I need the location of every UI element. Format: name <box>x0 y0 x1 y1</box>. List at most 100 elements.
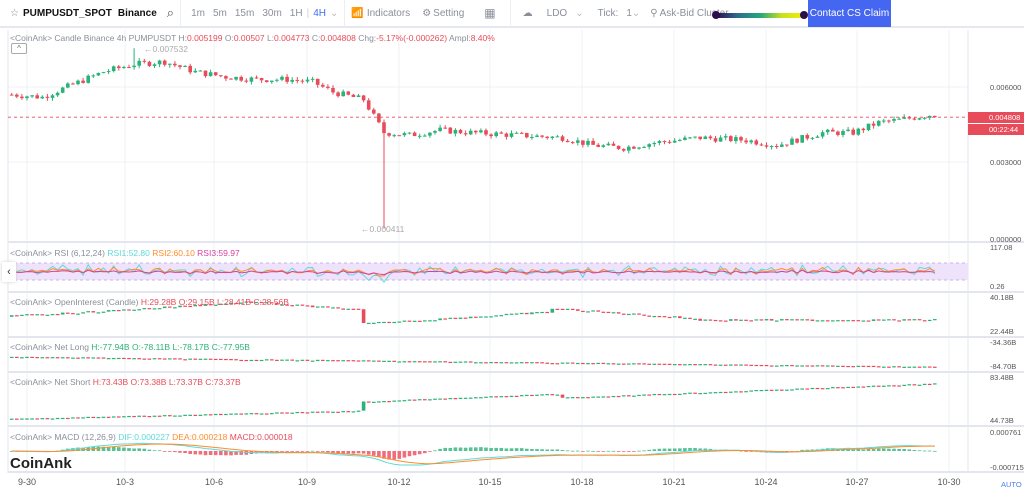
search-icon[interactable]: ⌕ <box>166 5 175 20</box>
ldo-select[interactable]: LDO <box>546 7 568 19</box>
macd-legend: <CoinAnk> MACD (12,26,9) DIF:0.000227 DE… <box>10 432 293 442</box>
price-tick: 0.000000 <box>990 235 1022 244</box>
candle <box>244 80 249 82</box>
x-tick: 10-21 <box>662 477 686 487</box>
macd-bar <box>463 447 468 451</box>
macd-bar <box>581 451 585 452</box>
oi-min: 22.44B <box>990 327 1014 336</box>
oi-candle <box>234 302 238 305</box>
candle <box>499 132 504 134</box>
setting-button[interactable]: Setting <box>433 7 465 19</box>
candle <box>448 127 453 134</box>
candle <box>60 87 65 93</box>
oi-candle <box>856 320 861 322</box>
tf-30m[interactable]: 30m <box>262 7 282 19</box>
netshort-candle <box>560 394 565 398</box>
macd-bar <box>591 450 595 452</box>
candle <box>101 72 106 74</box>
tick-select[interactable]: 1 <box>626 7 632 19</box>
netshort-candle <box>876 385 881 387</box>
tf-1m[interactable]: 1m <box>191 7 205 19</box>
netshort-legend: <CoinAnk> Net Short H:73.43B O:73.38B L:… <box>10 377 241 387</box>
candle <box>50 95 55 98</box>
candle <box>754 140 759 145</box>
netlong-candle <box>448 361 453 364</box>
candle <box>438 127 442 131</box>
netlong-candle <box>780 365 784 367</box>
macd-bar <box>208 451 213 456</box>
chevron-down-icon[interactable]: ⌄ <box>575 7 584 19</box>
contact-cs-claim-button[interactable]: Contact CS Claim <box>808 0 891 27</box>
star-icon[interactable]: ☆ <box>10 7 19 19</box>
candle <box>239 76 243 81</box>
macd-bar <box>305 451 310 452</box>
candle <box>484 130 488 135</box>
oi-candle <box>407 320 412 322</box>
candle <box>504 133 509 137</box>
netshort-candle <box>254 413 259 415</box>
oi-max: 40.18B <box>990 293 1014 302</box>
oi-candle <box>15 315 19 317</box>
oi-candle <box>412 320 417 322</box>
macd-bar <box>565 450 570 452</box>
netlong-candle <box>484 362 488 364</box>
candle <box>795 138 799 143</box>
netshort-candle <box>76 417 80 419</box>
oi-candle <box>356 308 361 310</box>
chevron-left-icon[interactable]: ‹ <box>2 262 16 282</box>
cloud-icon[interactable]: ☁ <box>522 7 533 19</box>
netlong-candle <box>729 364 733 366</box>
oi-candle <box>336 307 340 309</box>
netshort-candle <box>581 397 585 399</box>
netshort-candle <box>122 416 126 418</box>
candle <box>581 140 585 145</box>
macd-bar <box>621 451 626 452</box>
heatmap-range-slider[interactable] <box>712 11 808 19</box>
macd-bar <box>453 447 458 451</box>
netlong-candle <box>387 360 391 362</box>
oi-candle <box>310 305 315 308</box>
candle <box>203 70 208 77</box>
oi-candle <box>846 320 850 322</box>
ask-bid-cluster-select[interactable]: Ask-Bid Cluster <box>659 7 729 19</box>
netshort-candle <box>708 392 713 394</box>
exchange-name[interactable]: Binance <box>117 7 157 19</box>
netshort-candle <box>703 392 708 395</box>
netlong-candle <box>147 358 152 360</box>
candle <box>596 144 600 147</box>
macd-bar <box>688 448 692 451</box>
auto-scale-button[interactable]: AUTO <box>1001 480 1022 489</box>
netlong-candle <box>769 365 774 367</box>
candle <box>729 136 733 142</box>
chevron-down-icon[interactable]: ⌄ <box>329 7 339 19</box>
netlong-candle <box>35 356 39 359</box>
macd-bar <box>162 451 167 452</box>
netshort-candle <box>774 389 779 391</box>
netlong-candle <box>50 357 55 359</box>
macd-bar <box>203 451 208 456</box>
indicators-button[interactable]: Indicators <box>366 7 411 19</box>
symbol-name[interactable]: PUMPUSDT_SPOT <box>22 7 112 19</box>
netlong-candle <box>356 360 361 362</box>
collapse-legend-button[interactable]: ^ <box>11 43 27 54</box>
netlong-candle <box>137 358 141 360</box>
layout-grid-icon[interactable]: ▦ <box>484 6 496 20</box>
netshort-candle <box>693 392 697 394</box>
candle-legend: <CoinAnk> Candle Binance 4h PUMPUSDT H:0… <box>10 33 495 43</box>
tf-15m[interactable]: 15m <box>234 7 255 19</box>
tf-5m[interactable]: 5m <box>212 7 227 19</box>
chevron-down-icon[interactable]: ⌄ <box>631 7 641 19</box>
tf-1h[interactable]: 1H <box>289 7 303 19</box>
chart-area[interactable] <box>0 30 1024 497</box>
tf-4h[interactable]: 4H <box>313 7 326 19</box>
netshort-candle <box>815 387 820 390</box>
macd-bar <box>224 451 228 456</box>
oi-candle <box>35 314 39 316</box>
candle <box>601 145 606 147</box>
oi-candle <box>591 310 595 312</box>
candle <box>40 96 45 99</box>
macd-bar <box>157 450 162 452</box>
netlong-candle <box>662 363 667 365</box>
oi-candle <box>739 319 743 321</box>
macd-bar <box>239 451 243 455</box>
